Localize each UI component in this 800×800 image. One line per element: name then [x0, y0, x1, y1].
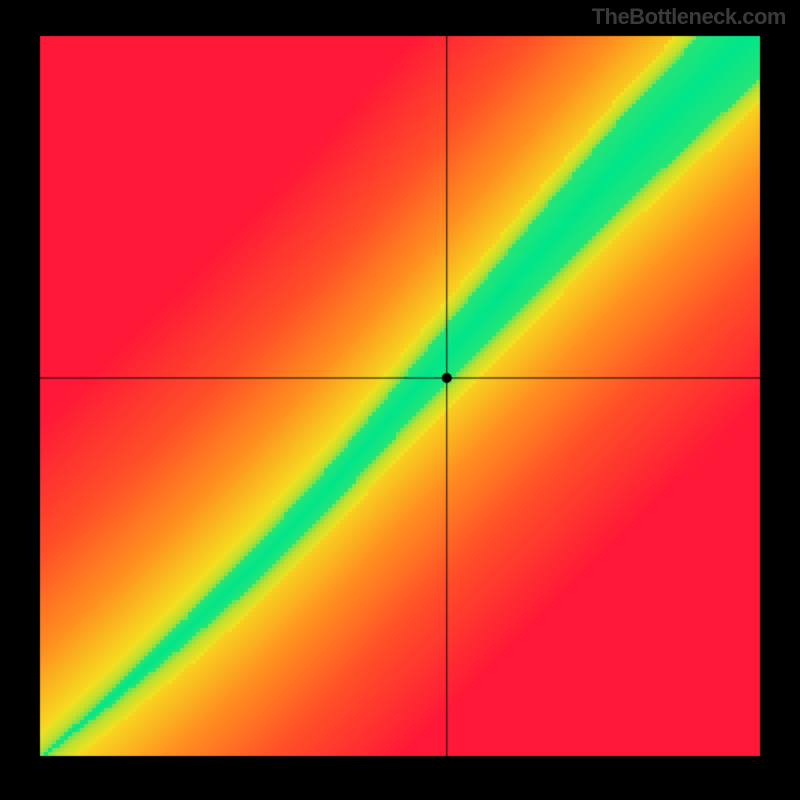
watermark-text: TheBottleneck.com	[592, 4, 786, 30]
heatmap-canvas	[0, 0, 800, 800]
chart-container: TheBottleneck.com	[0, 0, 800, 800]
